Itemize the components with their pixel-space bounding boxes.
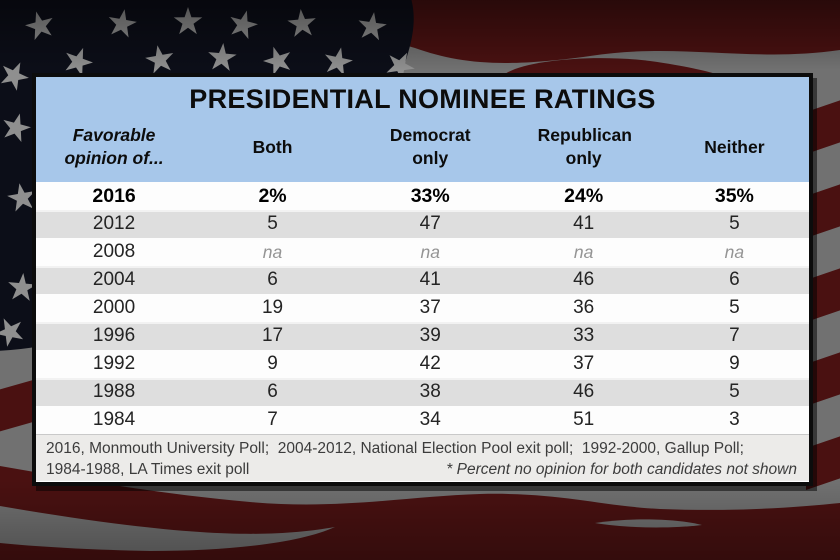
table-row: 2016 2% 33% 24% 35% <box>36 182 809 210</box>
column-header-label: Republican only <box>537 125 632 168</box>
column-header-label: Democrat only <box>389 125 471 168</box>
column-header-both: Both <box>192 136 353 159</box>
table-card: PRESIDENTIAL NOMINEE RATINGS Favorable o… <box>32 73 813 486</box>
value-cell: 33% <box>410 184 450 207</box>
table-row: 1996 17 39 33 7 <box>36 322 809 350</box>
value-cell: 51 <box>573 409 595 430</box>
table-rows: 2016 2% 33% 24% 35% 2012 5 47 41 5 2008 … <box>36 182 809 434</box>
column-header-republican-only: Republican only <box>508 124 660 170</box>
footnote-line2: 1984-1988, LA Times exit poll <box>46 460 250 478</box>
value-cell: 37 <box>419 297 441 318</box>
year-cell: 2012 <box>92 213 136 234</box>
table-row: 1992 9 42 37 9 <box>36 350 809 378</box>
value-cell: 5 <box>729 381 740 402</box>
value-cell: 6 <box>267 269 278 290</box>
value-cell: 5 <box>267 213 278 234</box>
table-row: 2008 na na na na <box>36 238 809 266</box>
year-cell: 1996 <box>92 325 136 346</box>
value-cell: 3 <box>729 409 740 430</box>
value-cell: 41 <box>419 269 441 290</box>
value-cell: 6 <box>267 381 278 402</box>
value-cell: 19 <box>261 297 284 318</box>
value-cell: 34 <box>419 409 441 430</box>
table-header: PRESIDENTIAL NOMINEE RATINGS Favorable o… <box>36 77 809 182</box>
value-cell: 38 <box>419 381 441 402</box>
year-cell: 2004 <box>92 269 136 290</box>
table-title: PRESIDENTIAL NOMINEE RATINGS <box>189 84 656 114</box>
year-cell: 1992 <box>92 353 136 374</box>
value-cell: 5 <box>729 213 740 234</box>
value-cell: 17 <box>261 325 284 346</box>
footnote-asterisk-note: * Percent no opinion for both candidates… <box>446 460 797 478</box>
value-cell: na <box>724 241 745 262</box>
value-cell: 46 <box>573 381 595 402</box>
year-cell: 2000 <box>92 297 136 318</box>
value-cell: 35% <box>714 184 754 207</box>
value-cell: 39 <box>419 325 441 346</box>
value-cell: na <box>262 241 283 262</box>
table-row: 1984 7 34 51 3 <box>36 406 809 434</box>
value-cell: 9 <box>729 353 740 374</box>
year-cell: 1984 <box>92 409 136 430</box>
value-cell: 36 <box>573 297 595 318</box>
table-row: 2004 6 41 46 6 <box>36 266 809 294</box>
value-cell: 6 <box>729 269 740 290</box>
column-header-neither: Neither <box>660 136 809 159</box>
value-cell: 2% <box>258 184 287 207</box>
column-header-label: Favorable opinion of... <box>64 125 164 168</box>
value-cell: 24% <box>564 184 604 207</box>
column-header-favorable-opinion: Favorable opinion of... <box>36 124 192 170</box>
value-cell: 7 <box>729 325 740 346</box>
footnote-line1: 2016, Monmouth University Poll; 2004-201… <box>46 440 744 457</box>
value-cell: 37 <box>573 353 595 374</box>
flag-bottom-shade <box>0 480 840 560</box>
value-cell: 9 <box>267 353 278 374</box>
column-header-label: Both <box>252 136 293 157</box>
column-header-label: Neither <box>704 136 765 157</box>
year-cell: 2008 <box>92 241 136 262</box>
value-cell: 46 <box>573 269 595 290</box>
flag-top-shade <box>0 0 840 70</box>
column-header-row: Favorable opinion of... Both Democrat on… <box>36 115 809 179</box>
table-footnote: 2016, Monmouth University Poll; 2004-201… <box>36 434 809 481</box>
year-cell: 1988 <box>92 381 136 402</box>
value-cell: 47 <box>419 213 441 234</box>
value-cell: 7 <box>267 409 278 430</box>
year-cell: 2016 <box>92 184 136 207</box>
value-cell: na <box>420 241 440 262</box>
value-cell: 42 <box>419 353 441 374</box>
value-cell: 5 <box>729 297 740 318</box>
value-cell: na <box>573 241 594 262</box>
column-header-democrat-only: Democrat only <box>353 124 508 170</box>
value-cell: 41 <box>573 213 595 234</box>
table-row: 2012 5 47 41 5 <box>36 210 809 238</box>
table-row: 1988 6 38 46 5 <box>36 378 809 406</box>
table-row: 2000 19 37 36 5 <box>36 294 809 322</box>
value-cell: 33 <box>573 325 595 346</box>
